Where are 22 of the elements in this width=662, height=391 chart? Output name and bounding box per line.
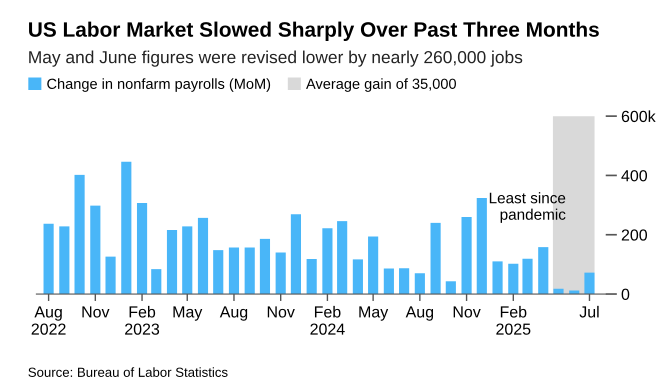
y-tick-label: 400 xyxy=(621,170,648,182)
x-tick-label: Nov xyxy=(454,306,481,318)
x-tick-label: May xyxy=(359,306,388,321)
y-tick-label: 600k xyxy=(622,110,656,122)
x-tick-label: Aug 2022 xyxy=(32,306,66,335)
x-tick-label: Nov xyxy=(82,306,110,318)
x-tick-label: Feb 2023 xyxy=(125,306,160,335)
source-note: Source: Bureau of Labor Statistics xyxy=(28,367,228,377)
legend-label: Change in nonfarm payrolls (MoM) xyxy=(47,78,270,92)
y-tick-label: 0 xyxy=(622,288,630,300)
x-tick-label: Feb 2024 xyxy=(310,306,345,335)
x-tick-label: Jul xyxy=(580,306,599,318)
annotation: Least since pandemic xyxy=(490,192,566,223)
legend-label: Average gain of 35,000 xyxy=(306,78,456,92)
y-tick-label: 200 xyxy=(622,229,648,241)
x-tick-label: Feb 2025 xyxy=(496,306,530,335)
x-tick-label: Aug xyxy=(406,306,434,321)
x-tick-label: May xyxy=(173,306,202,321)
x-tick-label: Nov xyxy=(268,306,295,318)
chart-subtitle: May and June figures were revised lower by nearly 260,000 jobs xyxy=(29,50,522,67)
x-tick-label: Aug xyxy=(220,306,248,321)
chart-title: US Labor Market Slowed Sharply Over Past Three Months xyxy=(29,22,599,41)
